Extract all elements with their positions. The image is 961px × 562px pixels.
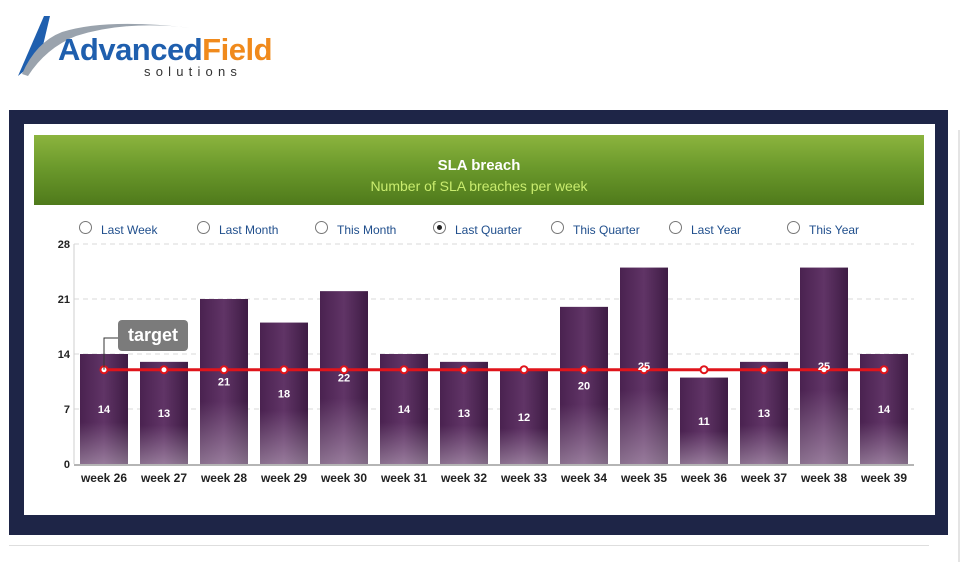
radio-label: Last Week xyxy=(101,223,158,237)
x-tick-label: week 28 xyxy=(200,471,247,485)
bar-highlight xyxy=(140,361,188,464)
target-point xyxy=(339,365,349,375)
data-label: 11 xyxy=(698,416,710,428)
divider xyxy=(9,545,929,546)
scrollbar-track[interactable] xyxy=(958,130,960,562)
radio-label: This Year xyxy=(809,223,860,237)
logo-word-field: Field xyxy=(202,32,273,67)
target-point xyxy=(279,365,289,375)
data-label: 14 xyxy=(398,404,411,416)
data-label: 25 xyxy=(638,361,650,373)
bar-highlight xyxy=(560,306,608,464)
radio-label: This Quarter xyxy=(573,223,640,237)
radio-button-icon[interactable] xyxy=(433,221,446,234)
chart-subtitle: Number of SLA breaches per week xyxy=(370,178,588,194)
target-point xyxy=(579,365,589,375)
x-tick-label: week 37 xyxy=(740,471,787,485)
y-tick-label: 21 xyxy=(58,294,70,306)
bar-highlight xyxy=(500,369,548,464)
data-label: 14 xyxy=(98,404,111,416)
data-label: 14 xyxy=(878,404,891,416)
radio-button-icon[interactable] xyxy=(787,221,800,234)
radio-label: Last Quarter xyxy=(455,223,522,237)
logo-wordmark: AdvancedField xyxy=(58,32,273,68)
x-tick-label: week 35 xyxy=(620,471,667,485)
logo-word-advanced: Advanced xyxy=(58,32,203,67)
target-point xyxy=(459,365,469,375)
target-point xyxy=(399,365,409,375)
x-tick-label: week 38 xyxy=(800,471,847,485)
bar-highlight xyxy=(320,291,368,464)
bar-highlight xyxy=(440,361,488,464)
company-logo: AdvancedField solutions xyxy=(16,14,296,84)
x-tick-label: week 27 xyxy=(140,471,187,485)
annotation-connector xyxy=(103,337,118,370)
radio-button-icon[interactable] xyxy=(197,221,210,234)
target-point xyxy=(759,365,769,375)
radio-button-icon[interactable] xyxy=(79,221,92,234)
target-point xyxy=(219,365,229,375)
data-label: 25 xyxy=(818,361,830,373)
data-label: 13 xyxy=(158,408,170,420)
chart-title: SLA breach xyxy=(437,157,521,174)
bar-highlight xyxy=(200,299,248,464)
x-tick-label: week 36 xyxy=(680,471,727,485)
x-tick-label: week 26 xyxy=(80,471,127,485)
x-tick-label: week 30 xyxy=(320,471,367,485)
y-tick-label: 14 xyxy=(58,349,71,361)
data-label: 13 xyxy=(758,408,770,420)
data-label: 13 xyxy=(458,408,470,420)
y-tick-label: 7 xyxy=(64,404,70,416)
bar-highlight xyxy=(740,361,788,464)
radio-button-icon[interactable] xyxy=(669,221,682,234)
target-point xyxy=(819,365,829,375)
radio-label: Last Month xyxy=(219,223,279,237)
radio-button-icon[interactable] xyxy=(551,221,564,234)
x-tick-label: week 34 xyxy=(560,471,607,485)
radio-label: Last Year xyxy=(691,223,742,237)
data-label: 22 xyxy=(338,373,350,385)
x-tick-label: week 39 xyxy=(860,471,907,485)
radio-label: This Month xyxy=(337,223,397,237)
radio-button-icon[interactable] xyxy=(315,221,328,234)
target-annotation: target xyxy=(118,320,188,351)
bar-highlight xyxy=(260,322,308,464)
data-label: 20 xyxy=(578,380,590,392)
chart-header: SLA breach Number of SLA breaches per we… xyxy=(34,135,924,205)
target-point xyxy=(159,365,169,375)
bar-highlight xyxy=(680,377,728,464)
target-point xyxy=(879,365,889,375)
data-label: 18 xyxy=(278,388,290,400)
data-label: 12 xyxy=(518,412,530,424)
y-tick-label: 0 xyxy=(64,459,70,471)
data-label: 21 xyxy=(218,377,230,389)
x-tick-label: week 33 xyxy=(500,471,547,485)
y-tick-label: 28 xyxy=(58,239,70,251)
logo-subtitle: solutions xyxy=(144,64,243,79)
x-tick-label: week 29 xyxy=(260,471,307,485)
x-tick-label: week 31 xyxy=(380,471,427,485)
target-point xyxy=(519,365,529,375)
target-point xyxy=(699,365,709,375)
x-tick-label: week 32 xyxy=(440,471,487,485)
logo-swoosh-icon xyxy=(18,16,192,76)
target-point xyxy=(639,365,649,375)
